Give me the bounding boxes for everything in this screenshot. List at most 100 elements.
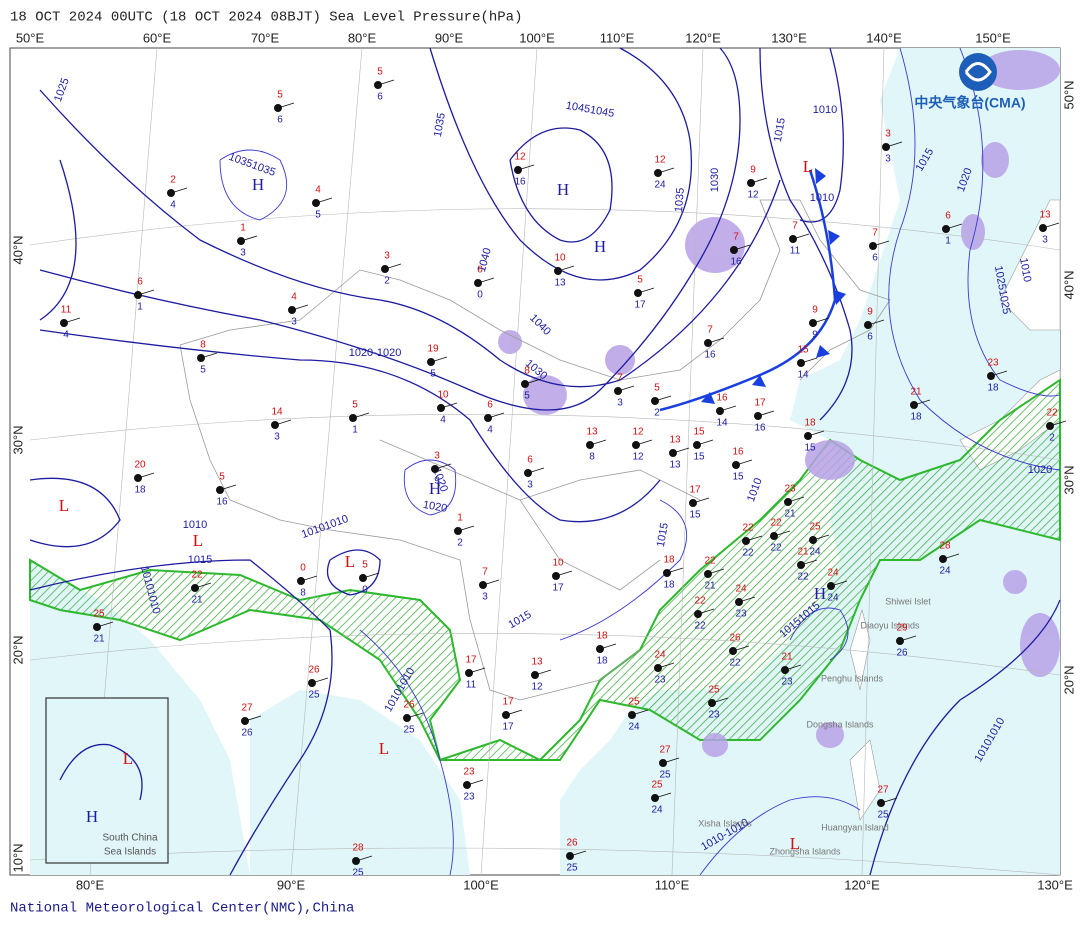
station-dewpoint: 18 xyxy=(910,412,922,423)
station-temperature: 22 xyxy=(1046,408,1058,419)
station-dewpoint: 11 xyxy=(466,680,477,691)
country-borders xyxy=(179,199,891,701)
isobar-label: 1010 xyxy=(183,519,207,531)
fog-areas xyxy=(498,50,1060,757)
station-dewpoint: 3 xyxy=(527,480,533,491)
station-dewpoint: 24 xyxy=(628,722,640,733)
wind-barb xyxy=(362,572,380,579)
wind-barb xyxy=(757,410,775,417)
inset-label: Sea Islands xyxy=(104,847,156,858)
station-dewpoint: 3 xyxy=(291,317,297,328)
wind-barb xyxy=(800,357,818,364)
wind-barb xyxy=(696,439,714,446)
station-temperature: 10 xyxy=(437,390,449,401)
wind-barb xyxy=(872,240,890,247)
latitude-label: 40°N xyxy=(10,235,25,264)
wind-barb xyxy=(274,419,292,426)
pressure-center: H xyxy=(557,180,569,199)
wind-barb xyxy=(96,621,114,628)
station-temperature: 23 xyxy=(987,358,999,369)
longitude-label: 130°E xyxy=(1037,877,1073,892)
isobar-label: 1030 xyxy=(709,168,721,192)
station-temperature: 13 xyxy=(1039,210,1051,221)
station-dewpoint: 13 xyxy=(554,278,566,289)
station-temperature: 17 xyxy=(689,485,701,496)
station-dewpoint: 16 xyxy=(754,423,766,434)
longitude-label: 90°E xyxy=(277,877,306,892)
station-dewpoint: 8 xyxy=(589,452,595,463)
station-dewpoint: 2 xyxy=(1049,433,1055,444)
pressure-center: H xyxy=(814,584,826,603)
station-temperature: 3 xyxy=(885,129,891,140)
wind-barb xyxy=(219,484,237,491)
station-temperature: 7 xyxy=(707,325,713,336)
wind-barb xyxy=(569,850,587,857)
station-dewpoint: 16 xyxy=(216,497,228,508)
station-temperature: 8 xyxy=(200,340,206,351)
wind-barb xyxy=(240,235,258,242)
station-dewpoint: 13 xyxy=(669,460,681,471)
wind-barb xyxy=(355,855,373,862)
station-dewpoint: 18 xyxy=(596,656,608,667)
wind-barb xyxy=(990,370,1008,377)
station-dewpoint: 25 xyxy=(659,770,671,781)
wind-barb xyxy=(719,405,737,412)
station-temperature: 9 xyxy=(812,305,818,316)
station-temperature: 3 xyxy=(434,451,440,462)
wind-barb xyxy=(377,79,395,86)
isobars xyxy=(29,47,1061,876)
station-dewpoint: 21 xyxy=(191,595,203,606)
station-dewpoint: 24 xyxy=(651,805,663,816)
station-dewpoint: 9 xyxy=(812,330,818,341)
station-dewpoint: 17 xyxy=(634,300,646,311)
latitude-label: 20°N xyxy=(10,635,25,664)
wind-barb xyxy=(750,177,768,184)
station-temperature: 18 xyxy=(804,418,816,429)
station-temperature: 17 xyxy=(465,655,477,666)
graticule xyxy=(29,47,1061,876)
wind-barb xyxy=(200,352,218,359)
station-dewpoint: 26 xyxy=(241,728,253,739)
station-temperature: 17 xyxy=(754,398,766,409)
station-temperature: 7 xyxy=(792,221,798,232)
map-title: 18 OCT 2024 00UTC (18 OCT 2024 08BJT) Se… xyxy=(10,10,522,26)
station-temperature: 6 xyxy=(487,400,493,411)
station-dewpoint: 15 xyxy=(804,443,816,454)
wind-barb xyxy=(617,385,635,392)
station-dewpoint: 15 xyxy=(689,510,701,521)
wind-barb xyxy=(635,439,653,446)
wind-barb xyxy=(534,669,552,676)
station-dewpoint: 2 xyxy=(457,538,463,549)
station-dewpoint: 14 xyxy=(797,370,809,381)
station-temperature: 10 xyxy=(552,558,564,569)
station-dewpoint: 22 xyxy=(694,621,706,632)
station-temperature: 5 xyxy=(377,67,383,78)
station-temperature: 25 xyxy=(809,522,821,533)
station-temperature: 13 xyxy=(586,427,598,438)
station-temperature: 24 xyxy=(735,584,747,595)
station-temperature: 22 xyxy=(770,518,782,529)
station-temperature: 26 xyxy=(403,700,415,711)
station-temperature: 9 xyxy=(867,307,873,318)
station-dewpoint: 17 xyxy=(552,583,564,594)
station-dewpoint: 24 xyxy=(809,547,821,558)
inset: South China Sea Islands xyxy=(45,697,169,864)
isobar-label: 1020 xyxy=(1028,464,1052,476)
pressure-center: H xyxy=(86,807,98,826)
station-dewpoint: 16 xyxy=(704,350,716,361)
wind-barb xyxy=(945,223,963,230)
wind-barb xyxy=(557,265,575,272)
station-dewpoint: 23 xyxy=(463,792,475,803)
station-temperature: 6 xyxy=(945,211,951,222)
pressure-center: H xyxy=(594,237,606,256)
cold-front xyxy=(659,168,846,412)
station-temperature: 22 xyxy=(742,523,754,534)
wind-barb xyxy=(244,715,262,722)
station-dewpoint: 21 xyxy=(784,509,796,520)
wind-barb xyxy=(194,582,212,589)
station-dewpoint: 23 xyxy=(654,675,666,686)
latitude-label: 10°N xyxy=(10,843,25,872)
wind-barb xyxy=(468,667,486,674)
wind-barb xyxy=(63,317,81,324)
